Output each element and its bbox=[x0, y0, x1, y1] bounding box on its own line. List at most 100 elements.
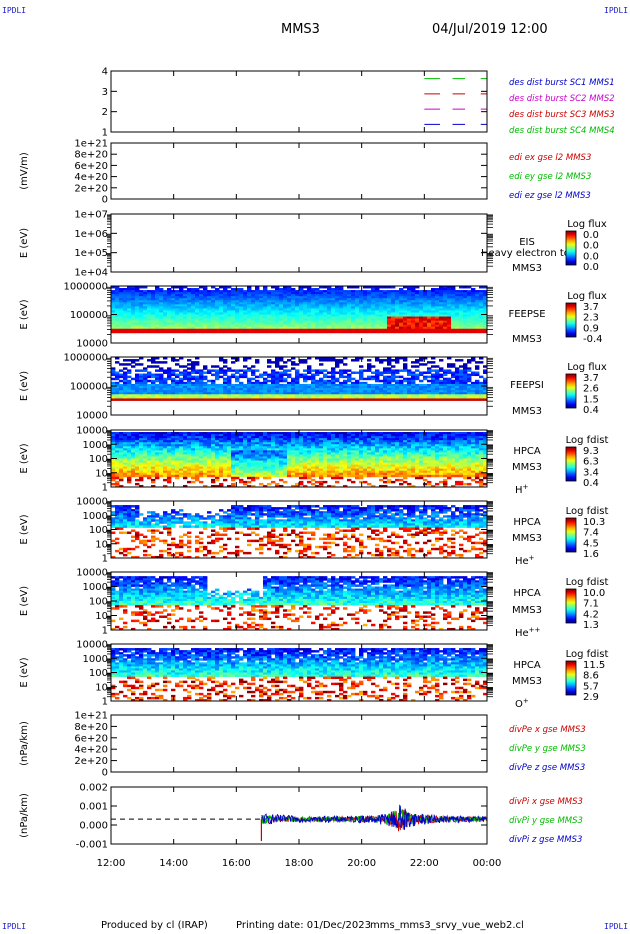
spectrogram-cell bbox=[151, 470, 156, 474]
spectrogram-cell bbox=[211, 379, 216, 383]
spectrogram-cell bbox=[255, 392, 260, 395]
spectrogram-cell bbox=[239, 394, 244, 397]
spectrogram-cell bbox=[187, 480, 192, 484]
spectrogram-cell bbox=[171, 452, 176, 455]
spectrogram-cell bbox=[295, 458, 300, 461]
spectrogram-cell bbox=[303, 383, 308, 387]
spectrogram-cell bbox=[195, 302, 200, 305]
spectrogram-cell bbox=[371, 292, 376, 295]
spectrogram-cell bbox=[383, 379, 388, 383]
spectrogram-cell bbox=[455, 290, 460, 293]
spectrogram-cell bbox=[295, 470, 300, 474]
spectrogram-cell bbox=[203, 386, 208, 389]
spectrogram-cell bbox=[239, 328, 244, 332]
spectrogram-cell bbox=[135, 296, 140, 299]
spectrogram-cell bbox=[159, 330, 164, 334]
spectrogram-cell bbox=[411, 396, 416, 399]
spectrogram-cell bbox=[399, 292, 404, 295]
spectrogram-cell bbox=[391, 365, 396, 368]
spectrogram-cell bbox=[207, 320, 212, 324]
spectrogram-cell bbox=[355, 302, 360, 305]
spectrogram-cell bbox=[179, 472, 184, 476]
spectrogram-cell bbox=[435, 308, 440, 311]
spectrogram-cell bbox=[387, 394, 392, 397]
spectrogram-cell bbox=[475, 371, 480, 374]
spectrogram-cell bbox=[475, 296, 480, 299]
spectrogram-cell bbox=[219, 456, 224, 459]
spectrogram-cell bbox=[411, 324, 416, 328]
spectrogram-cell bbox=[131, 438, 136, 441]
spectrogram-cell bbox=[315, 290, 320, 293]
spectrogram-cell bbox=[179, 302, 184, 305]
spectrogram-cell bbox=[323, 390, 328, 393]
spectrogram-cell bbox=[379, 312, 384, 315]
spectrogram-cell bbox=[135, 472, 140, 476]
spectrogram-cell bbox=[115, 448, 120, 451]
spectrogram-cell bbox=[311, 312, 316, 315]
spectrogram-cell bbox=[255, 432, 260, 435]
spectrogram-cell bbox=[271, 371, 276, 374]
spectrogram-cell bbox=[299, 302, 304, 305]
colorbar-title: Log flux bbox=[567, 219, 607, 230]
spectrogram-cell bbox=[163, 386, 168, 389]
spectrogram-cell bbox=[195, 361, 200, 364]
spectrogram-cell bbox=[179, 466, 184, 470]
spectrogram-cell bbox=[235, 468, 240, 472]
spectrogram-cell bbox=[475, 326, 480, 330]
spectrogram-cell bbox=[171, 390, 176, 393]
spectrogram-cell bbox=[463, 318, 468, 322]
spectrogram-cell bbox=[195, 432, 200, 435]
spectrogram-cell bbox=[247, 306, 252, 309]
spectrogram-cell bbox=[455, 326, 460, 330]
spectrogram-cell bbox=[267, 316, 272, 319]
spectrogram-cell bbox=[135, 306, 140, 309]
spectrogram-cell bbox=[159, 306, 164, 309]
spectrogram-cell bbox=[215, 369, 220, 372]
spectrogram-cell bbox=[223, 472, 228, 476]
spectrogram-cell bbox=[291, 357, 296, 360]
spectrogram-cell bbox=[459, 298, 464, 301]
spectrogram-cell bbox=[139, 460, 144, 463]
spectrogram-cell bbox=[423, 320, 428, 324]
spectrogram-cell bbox=[255, 381, 260, 385]
spectrogram-cell bbox=[379, 386, 384, 389]
spectrogram-cell bbox=[443, 386, 448, 389]
spectrogram-cell bbox=[159, 324, 164, 328]
colorbar-tick-label: 0.0 bbox=[583, 241, 599, 252]
spectrogram-cell bbox=[371, 318, 376, 322]
spectrogram-cell bbox=[199, 434, 204, 437]
spectrogram-cell bbox=[175, 290, 180, 293]
spectrogram-cell bbox=[215, 460, 220, 463]
spectrogram-cell bbox=[479, 388, 484, 391]
spectrogram-cell bbox=[179, 328, 184, 332]
spectrogram-cell bbox=[151, 373, 156, 377]
spectrogram-cell bbox=[483, 316, 488, 319]
spectrogram-cell bbox=[231, 440, 236, 443]
spectrogram-cell bbox=[223, 310, 228, 313]
spectrogram-cell bbox=[111, 398, 116, 401]
spectrogram-cell bbox=[227, 306, 232, 309]
spectrogram-cell bbox=[255, 359, 260, 362]
spectrogram-cell bbox=[207, 326, 212, 330]
spectrogram-cell bbox=[115, 482, 120, 486]
spectrogram-cell bbox=[195, 450, 200, 453]
spectrogram-cell bbox=[447, 296, 452, 299]
spectrogram-cell bbox=[291, 386, 296, 389]
spectrogram-cell bbox=[147, 460, 152, 463]
spectrogram-cell bbox=[243, 359, 248, 362]
spectrogram-cell bbox=[403, 377, 408, 381]
spectrogram-cell bbox=[359, 318, 364, 322]
spectrogram-cell bbox=[443, 388, 448, 391]
spectrogram-cell bbox=[119, 300, 124, 303]
spectrogram-cell bbox=[247, 432, 252, 435]
spectrogram-cell bbox=[391, 318, 396, 322]
spectrogram-cell bbox=[147, 438, 152, 441]
spectrogram-cell bbox=[227, 308, 232, 311]
spectrogram-cell bbox=[299, 466, 304, 470]
spectrogram-cell bbox=[243, 290, 248, 293]
spectrogram-cell bbox=[383, 394, 388, 397]
spectrogram-cell bbox=[207, 294, 212, 297]
spectrogram-cell bbox=[359, 375, 364, 379]
spectrogram-cell bbox=[283, 314, 288, 317]
spectrogram-cell bbox=[183, 476, 188, 480]
